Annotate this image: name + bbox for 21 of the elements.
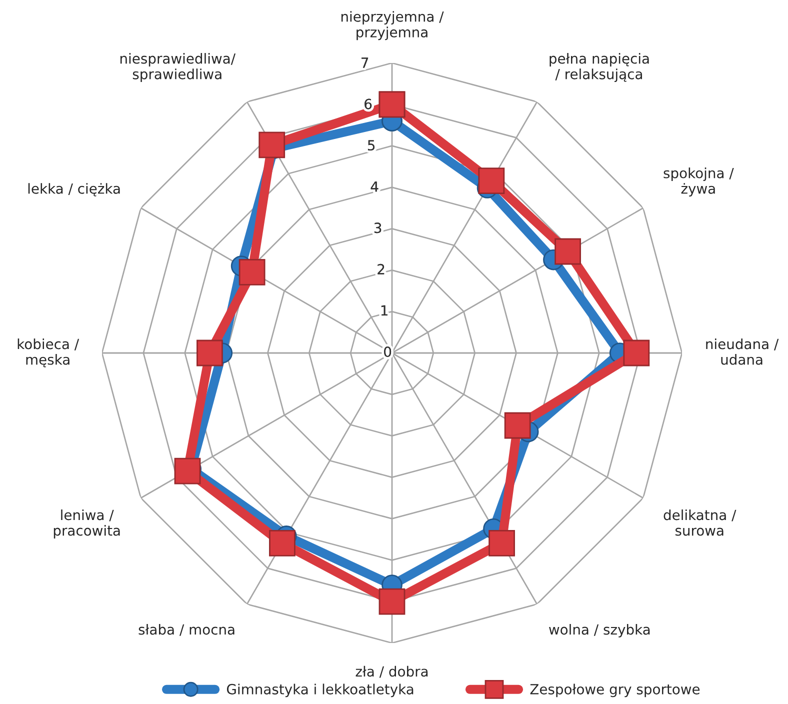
y-tick-label: 6 — [364, 98, 372, 110]
spoke-label: zła / dobra — [356, 666, 428, 678]
spoke-label: delikatna / surowa — [664, 509, 736, 536]
spoke-label: kobieca / męska — [18, 338, 80, 368]
spoke-label: lekka / ciężka — [28, 183, 120, 196]
y-tick-label: 1 — [381, 305, 388, 316]
y-tick-label: 5 — [368, 140, 375, 151]
y-tick-label: 4 — [370, 182, 378, 192]
spoke-label: leniwa / pracowita — [54, 509, 120, 538]
spoke-label: wolna / szybka — [549, 624, 650, 638]
spoke-label: spokojna / żywa — [664, 168, 734, 197]
spoke-label: słaba / mocna — [138, 624, 234, 636]
y-tick-label: 3 — [374, 222, 382, 234]
spoke-label: nieprzyjemna / przyjemna — [341, 11, 444, 40]
legend-label: Gimnastyka i lekkoatletyka — [226, 684, 414, 698]
spoke-label: nieudana / udana — [706, 338, 779, 365]
y-tick-label: 7 — [362, 58, 368, 68]
legend-label: Zespołowe gry sportowe — [530, 684, 700, 698]
y-tick-label: 2 — [378, 264, 384, 274]
spoke-label: niesprawiedliwa/ sprawiedliwa — [120, 53, 236, 82]
spoke-label: pełna napięcia / relaksująca — [550, 53, 649, 82]
